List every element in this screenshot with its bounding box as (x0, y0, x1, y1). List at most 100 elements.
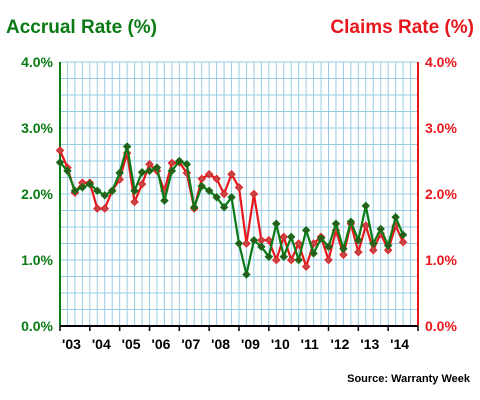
x-tick-label: '10 (271, 336, 290, 352)
accrual-rate-point (130, 186, 139, 195)
accrual-rate-point (309, 249, 318, 258)
accrual-rate-point (100, 191, 109, 200)
accrual-rate-point (331, 219, 341, 228)
accrual-rate-point (167, 166, 177, 176)
accrual-rate-point (286, 232, 296, 242)
accrual-rate-point (257, 242, 266, 252)
claims-rate-point (100, 204, 109, 213)
accrual-rate-point (212, 193, 221, 202)
accrual-rate-point (354, 235, 363, 245)
accrual-rate-point (383, 241, 393, 250)
x-tick-label: '11 (301, 336, 319, 352)
x-axis-ticks: '03 '04 '05 '06 '07 '08 '09 '10 '11 '12 '13 '14 (62, 336, 409, 352)
claims-rate-point (234, 183, 244, 192)
y-tick-label-left: 3.0% (21, 120, 53, 136)
claims-rate-point (249, 189, 259, 199)
accrual-rate-point (160, 196, 169, 205)
accrual-rate-point (197, 181, 206, 191)
accrual-rate-point (85, 179, 95, 189)
claims-rate-point (286, 255, 296, 265)
claims-rate-point (167, 158, 177, 168)
claims-rate-point (219, 189, 229, 199)
y-axis-left-ticks: 0.0% 1.0% 2.0% 3.0% 4.0% (21, 54, 53, 334)
accrual-rate-point (279, 252, 288, 261)
accrual-rate-point (346, 217, 356, 226)
accrual-rate-point (182, 160, 192, 169)
x-tick-label: '12 (331, 336, 350, 352)
y-tick-label-left: 0.0% (21, 318, 53, 334)
accrual-rate-point (361, 201, 371, 211)
source-note: Source: Warranty Week (347, 373, 471, 385)
accrual-rate-point (242, 270, 251, 279)
accrual-rate-point (122, 142, 132, 151)
accrual-rate-point (272, 219, 281, 228)
x-tick-label: '14 (390, 336, 409, 352)
title-left: Accrual Rate (%) (6, 17, 157, 38)
accrual-rate-point (152, 163, 162, 172)
accrual-rate-point (145, 166, 154, 176)
claims-rate-point (324, 255, 333, 265)
accrual-rate-point (301, 226, 311, 235)
claims-rate-point (55, 146, 65, 155)
y-tick-label-left: 1.0% (21, 252, 53, 268)
claims-rate-point (137, 179, 147, 189)
claims-rate-point (197, 174, 206, 184)
title-right: Claims Rate (%) (330, 17, 474, 38)
accrual-rate-point (93, 186, 102, 195)
claims-rate-point (78, 178, 87, 188)
claims-rate-point (383, 245, 393, 255)
claims-rate-point (257, 235, 266, 245)
y-axis-right-ticks: 0.0% 1.0% 2.0% 3.0% 4.0% (425, 54, 457, 334)
claims-rate-point (130, 197, 139, 207)
accrual-rate-point (190, 202, 199, 212)
accrual-rate-point (227, 193, 236, 202)
claims-rate-point (264, 235, 274, 245)
accrual-rate-point (249, 235, 259, 245)
x-tick-label: '13 (360, 336, 379, 352)
claims-rate-point (279, 232, 288, 242)
y-tick-label-right: 4.0% (425, 54, 457, 70)
y-tick-label-right: 3.0% (425, 120, 457, 136)
y-tick-label-right: 2.0% (425, 186, 457, 202)
accrual-rate-point (398, 230, 408, 240)
claims-rate-point (361, 221, 371, 230)
x-tick-label: '04 (92, 336, 111, 352)
claims-rate-point (294, 239, 303, 248)
accrual-rate-series (55, 142, 408, 279)
accrual-rate-point (70, 186, 80, 195)
x-tick-label: '05 (122, 336, 141, 352)
y-tick-label-left: 4.0% (21, 54, 53, 70)
claims-rate-point (93, 204, 102, 213)
accrual-rate-point (234, 239, 244, 248)
claims-rate-point (272, 255, 281, 265)
accrual-rate-point (137, 167, 147, 177)
accrual-rate-point (391, 212, 400, 222)
accrual-rate-point (55, 158, 65, 167)
accrual-rate-point (294, 255, 303, 265)
x-tick-label: '03 (62, 336, 81, 352)
claims-rate-point (212, 174, 221, 184)
accrual-rate-point (115, 168, 124, 178)
claims-rate-point (145, 160, 154, 169)
accrual-rate-point (219, 202, 229, 212)
y-tick-label-right: 1.0% (425, 252, 457, 268)
plot-axes (59, 62, 419, 331)
accrual-rate-point (264, 252, 274, 261)
x-tick-label: '06 (152, 336, 171, 352)
accrual-rate-point (369, 239, 378, 248)
x-tick-label: '08 (211, 336, 230, 352)
accrual-rate-point (175, 156, 184, 166)
accrual-rate-point (376, 224, 385, 234)
claims-rate-point (339, 250, 348, 259)
accrual-rate-point (324, 242, 333, 252)
claims-rate-point (227, 169, 236, 179)
claims-rate-point (398, 237, 408, 247)
claims-rate-point (354, 247, 363, 257)
x-tick-label: '07 (181, 336, 200, 352)
y-tick-label-right: 0.0% (425, 318, 457, 334)
claims-rate-point (242, 239, 251, 248)
plot-grid (60, 61, 418, 327)
y-tick-label-left: 2.0% (21, 186, 53, 202)
claims-rate-point (204, 169, 214, 179)
